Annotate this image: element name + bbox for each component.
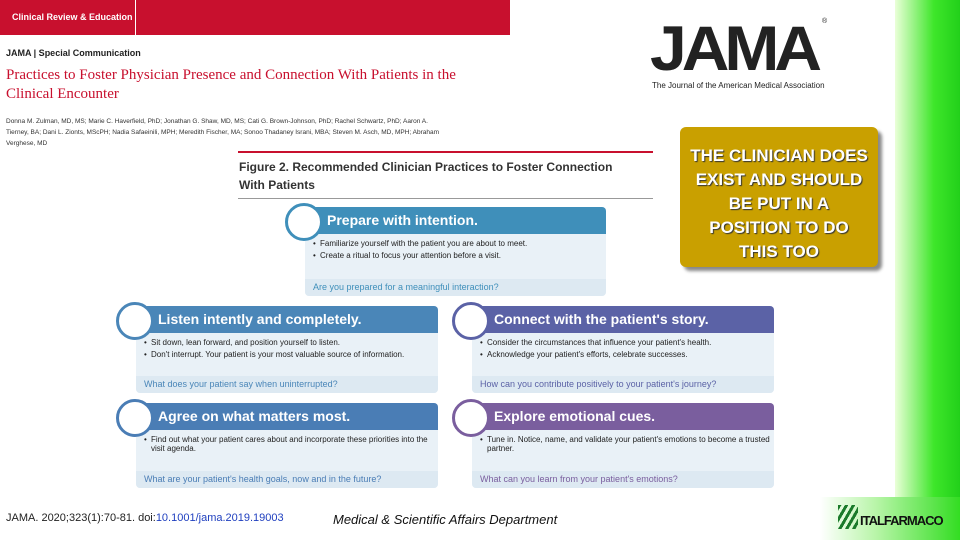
card: Explore emotional cues. Tune in. Notice, … (472, 403, 774, 488)
logo-subtitle: The Journal of the American Medical Asso… (652, 81, 825, 90)
badge-text: Clinical Review & Education (12, 12, 133, 22)
card: Listen intently and completely. Sit down,… (136, 306, 438, 393)
card-heading: Prepare with intention. (305, 207, 606, 234)
brand-icon (838, 505, 858, 529)
brand: ITALFARMACO (860, 513, 944, 528)
bullet: Don't interrupt. Your patient is your mo… (144, 350, 438, 359)
card: Agree on what matters most. Find out what… (136, 403, 438, 488)
green-band (895, 0, 960, 540)
logo: JAMA (650, 12, 822, 84)
bullet: Acknowledge your patient's efforts, cele… (480, 350, 774, 359)
section: JAMA | Special Communication (6, 48, 141, 58)
card-heading: Listen intently and completely. (136, 306, 438, 333)
divider (135, 0, 136, 35)
callout-box: THE CLINICIAN DOES EXIST AND SHOULD BE P… (680, 127, 878, 267)
card-heading: Agree on what matters most. (136, 403, 438, 430)
figure-title: Figure 2. Recommended Clinician Practice… (239, 160, 613, 192)
bullet: Consider the circumstances that influenc… (480, 338, 774, 347)
citation: JAMA. 2020;323(1):70-81. doi:10.1001/jam… (6, 512, 284, 524)
card-question: What are your patient's health goals, no… (136, 471, 438, 488)
card-question: Are you prepared for a meaningful intera… (305, 279, 606, 296)
bullet: Sit down, lean forward, and position you… (144, 338, 438, 347)
card: Prepare with intention. Familiarize yours… (305, 207, 606, 296)
bullet-list: Familiarize yourself with the patient yo… (313, 239, 606, 260)
bullet-list: Consider the circumstances that influenc… (480, 338, 774, 359)
bullet: Create a ritual to focus your attention … (313, 251, 606, 260)
card-question: How can you contribute positively to you… (472, 376, 774, 393)
bullet: Find out what your patient cares about a… (144, 435, 438, 453)
card-icon (452, 399, 490, 437)
doi-link[interactable]: 10.1001/jama.2019.19003 (155, 512, 284, 524)
callout-text: THE CLINICIAN DOES EXIST AND SHOULD BE P… (690, 146, 868, 261)
bullet-list: Find out what your patient cares about a… (144, 435, 438, 453)
department: Medical & Scientific Affairs Department (333, 512, 558, 527)
bullet: Familiarize yourself with the patient yo… (313, 239, 606, 248)
bullet: Tune in. Notice, name, and validate your… (480, 435, 774, 453)
bullet-list: Tune in. Notice, name, and validate your… (480, 435, 774, 453)
card-question: What can you learn from your patient's e… (472, 471, 774, 488)
header-badge: Clinical Review & Education (0, 0, 510, 35)
citation-text: JAMA. 2020;323(1):70-81. doi: (6, 512, 156, 524)
figure-rule (238, 198, 653, 199)
card-icon (452, 302, 490, 340)
card-icon (116, 302, 154, 340)
bullet-list: Sit down, lean forward, and position you… (144, 338, 438, 359)
article-title: Practices to Foster Physician Presence a… (6, 67, 456, 102)
card: Connect with the patient's story. Conside… (472, 306, 774, 393)
logo-mark: ® (822, 18, 828, 25)
authors: Donna M. Zulman, MD, MS; Marie C. Haverf… (6, 118, 440, 147)
card-heading: Explore emotional cues. (472, 403, 774, 430)
card-heading: Connect with the patient's story. (472, 306, 774, 333)
card-icon (116, 399, 154, 437)
figure-rule (238, 151, 653, 153)
card-question: What does your patient say when uninterr… (136, 376, 438, 393)
card-icon (285, 203, 323, 241)
